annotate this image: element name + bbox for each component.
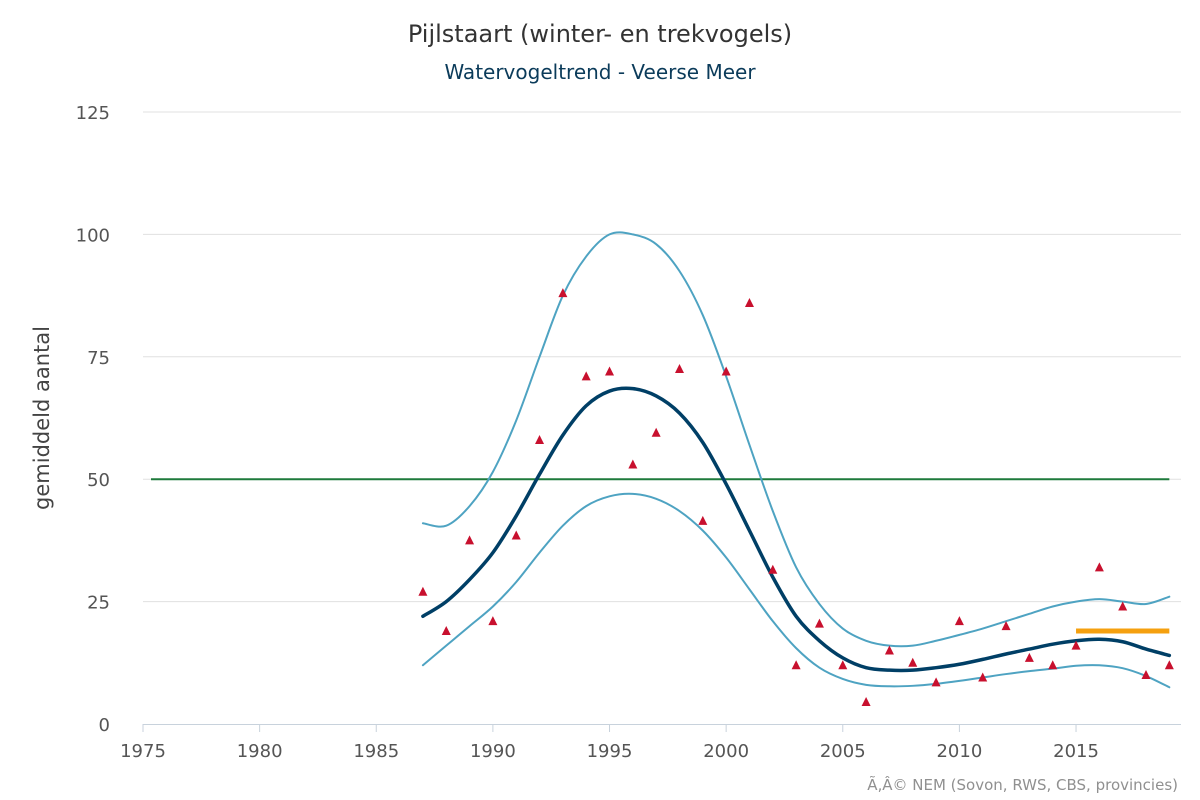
lower-bound-line: [421, 492, 1171, 689]
data-point[interactable]: [698, 515, 708, 525]
y-axis-label: gemiddeld aantal: [30, 326, 54, 510]
trend-line: [421, 386, 1172, 673]
data-point[interactable]: [535, 435, 545, 445]
data-point[interactable]: [605, 366, 615, 376]
data-point[interactable]: [488, 616, 498, 626]
data-point[interactable]: [908, 657, 918, 667]
observed-points: [418, 288, 1174, 706]
x-tick-label: 1990: [470, 741, 516, 762]
data-point[interactable]: [768, 564, 778, 574]
data-point[interactable]: [861, 696, 871, 706]
series-layer: [421, 231, 1172, 689]
data-point[interactable]: [838, 660, 848, 670]
data-point[interactable]: [931, 677, 941, 687]
data-point[interactable]: [884, 645, 894, 655]
data-point[interactable]: [628, 459, 638, 469]
data-point[interactable]: [511, 530, 521, 540]
data-point[interactable]: [814, 618, 824, 628]
data-point[interactable]: [651, 427, 661, 437]
data-point[interactable]: [1164, 660, 1174, 670]
data-point[interactable]: [1048, 660, 1058, 670]
data-point[interactable]: [418, 586, 428, 596]
x-tick-label: 2000: [703, 741, 749, 762]
x-axis-ticks: 1975 1980 1985 1990 1995 2000 2005 2010 2015: [120, 724, 1099, 762]
data-point[interactable]: [1141, 670, 1151, 680]
x-tick-label: 2010: [936, 741, 982, 762]
x-tick-label: 1980: [237, 741, 283, 762]
y-axis-ticks: 0 25 50 75 100 125: [76, 103, 110, 736]
data-point[interactable]: [978, 672, 988, 682]
y-tick-label: 50: [87, 470, 110, 491]
data-point[interactable]: [441, 625, 451, 635]
y-tick-label: 100: [76, 225, 110, 246]
x-tick-label: 2005: [820, 741, 866, 762]
chart-subtitle: Watervogeltrend - Veerse Meer: [444, 60, 756, 84]
upper-bound-line: [421, 231, 1171, 648]
x-tick-label: 1995: [587, 741, 633, 762]
chart-title: Pijlstaart (winter- en trekvogels): [408, 20, 792, 48]
data-point[interactable]: [744, 297, 754, 307]
data-point[interactable]: [465, 535, 475, 545]
data-point[interactable]: [1094, 562, 1104, 572]
y-tick-label: 75: [87, 348, 110, 369]
data-point[interactable]: [674, 364, 684, 374]
grid: [143, 111, 1181, 603]
y-tick-label: 125: [76, 103, 110, 124]
data-point[interactable]: [1071, 640, 1081, 650]
data-point[interactable]: [1118, 601, 1128, 611]
y-tick-label: 0: [99, 715, 110, 736]
data-point[interactable]: [581, 371, 591, 381]
y-tick-label: 25: [87, 593, 110, 614]
data-point[interactable]: [1001, 621, 1011, 631]
data-point[interactable]: [558, 288, 568, 298]
x-tick-label: 2015: [1053, 741, 1099, 762]
data-point[interactable]: [721, 366, 731, 376]
data-point[interactable]: [1024, 652, 1034, 662]
credits-text[interactable]: Ã‚Â© NEM (Sovon, RWS, CBS, provincies): [867, 775, 1178, 794]
data-point[interactable]: [791, 660, 801, 670]
x-tick-label: 1985: [353, 741, 399, 762]
x-tick-label: 1975: [120, 741, 166, 762]
data-point[interactable]: [954, 616, 964, 626]
